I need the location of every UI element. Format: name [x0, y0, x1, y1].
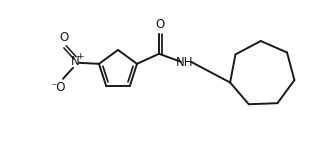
- Text: N: N: [71, 55, 79, 68]
- Text: ⁻O: ⁻O: [50, 81, 66, 94]
- Text: O: O: [155, 18, 165, 31]
- Text: +: +: [76, 52, 84, 61]
- Text: NH: NH: [176, 56, 194, 69]
- Text: O: O: [59, 31, 69, 44]
